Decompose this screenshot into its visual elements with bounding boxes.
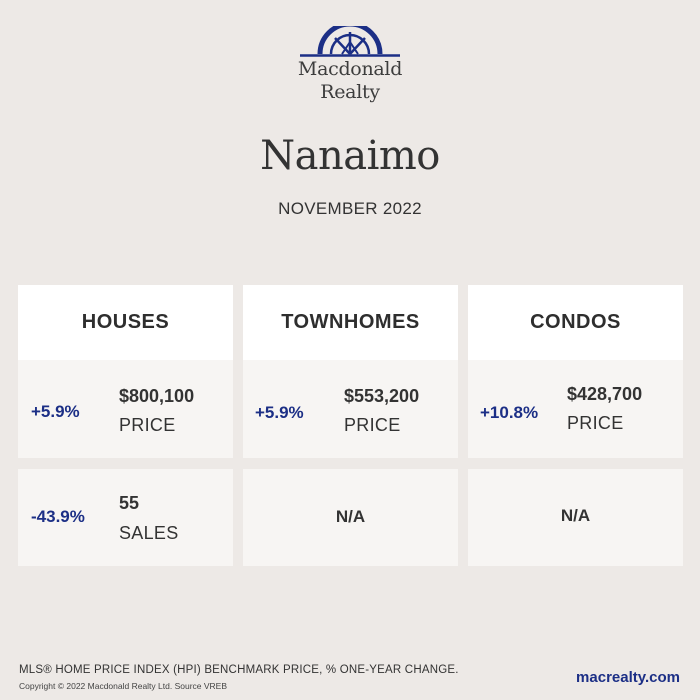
houses-sales-change: -43.9% — [31, 507, 85, 526]
website-link[interactable]: macrealty.com — [576, 669, 680, 686]
townhomes-card: TOWNHOMES +5.9% $553,200 PRICE — [243, 285, 458, 458]
condos-price-value: $428,700 — [567, 384, 643, 404]
sunrise-arch-logo-icon — [300, 26, 400, 57]
townhomes-price-change: +5.9% — [255, 403, 304, 422]
condos-card: CONDOS +10.8% $428,700 PRICE — [468, 285, 683, 458]
brand-name-line1: Macdonald — [297, 58, 403, 80]
townhomes-price-label: PRICE — [344, 415, 401, 435]
houses-price-value: $800,100 — [119, 386, 195, 406]
copyright-text: Copyright © 2022 Macdonald Realty Ltd. S… — [19, 681, 228, 691]
townhomes-price-cell: +5.9% $553,200 PRICE — [243, 360, 458, 458]
houses-sales-label: SALES — [119, 523, 179, 543]
houses-card-title: HOUSES — [18, 285, 233, 360]
condos-sales-cell: N/A — [468, 469, 683, 566]
townhomes-sales-cell: N/A — [243, 469, 458, 566]
houses-card: HOUSES +5.9% $800,100 PRICE — [18, 285, 233, 458]
condos-price-change: +10.8% — [480, 403, 539, 422]
townhomes-price-value: $553,200 — [344, 386, 420, 406]
houses-price-change: +5.9% — [31, 402, 80, 421]
houses-price-label: PRICE — [119, 415, 176, 435]
brand-logo: Macdonald Realty — [0, 26, 700, 104]
houses-sales-value: 55 — [119, 493, 140, 513]
houses-sales-cell: -43.9% 55 SALES — [18, 469, 233, 566]
brand-name-line2: Realty — [320, 81, 380, 103]
hpi-footnote: MLS® HOME PRICE INDEX (HPI) BENCHMARK PR… — [19, 664, 459, 676]
report-period: NOVEMBER 2022 — [278, 199, 422, 218]
townhomes-sales-na: N/A — [335, 507, 366, 526]
condos-price-cell: +10.8% $428,700 PRICE — [468, 360, 683, 458]
houses-price-cell: +5.9% $800,100 PRICE — [18, 360, 233, 458]
city-title: Nanaimo — [260, 133, 440, 179]
condos-price-label: PRICE — [567, 413, 624, 433]
condos-sales-na: N/A — [560, 506, 591, 525]
condos-card-title: CONDOS — [468, 285, 683, 360]
townhomes-card-title: TOWNHOMES — [243, 285, 458, 360]
